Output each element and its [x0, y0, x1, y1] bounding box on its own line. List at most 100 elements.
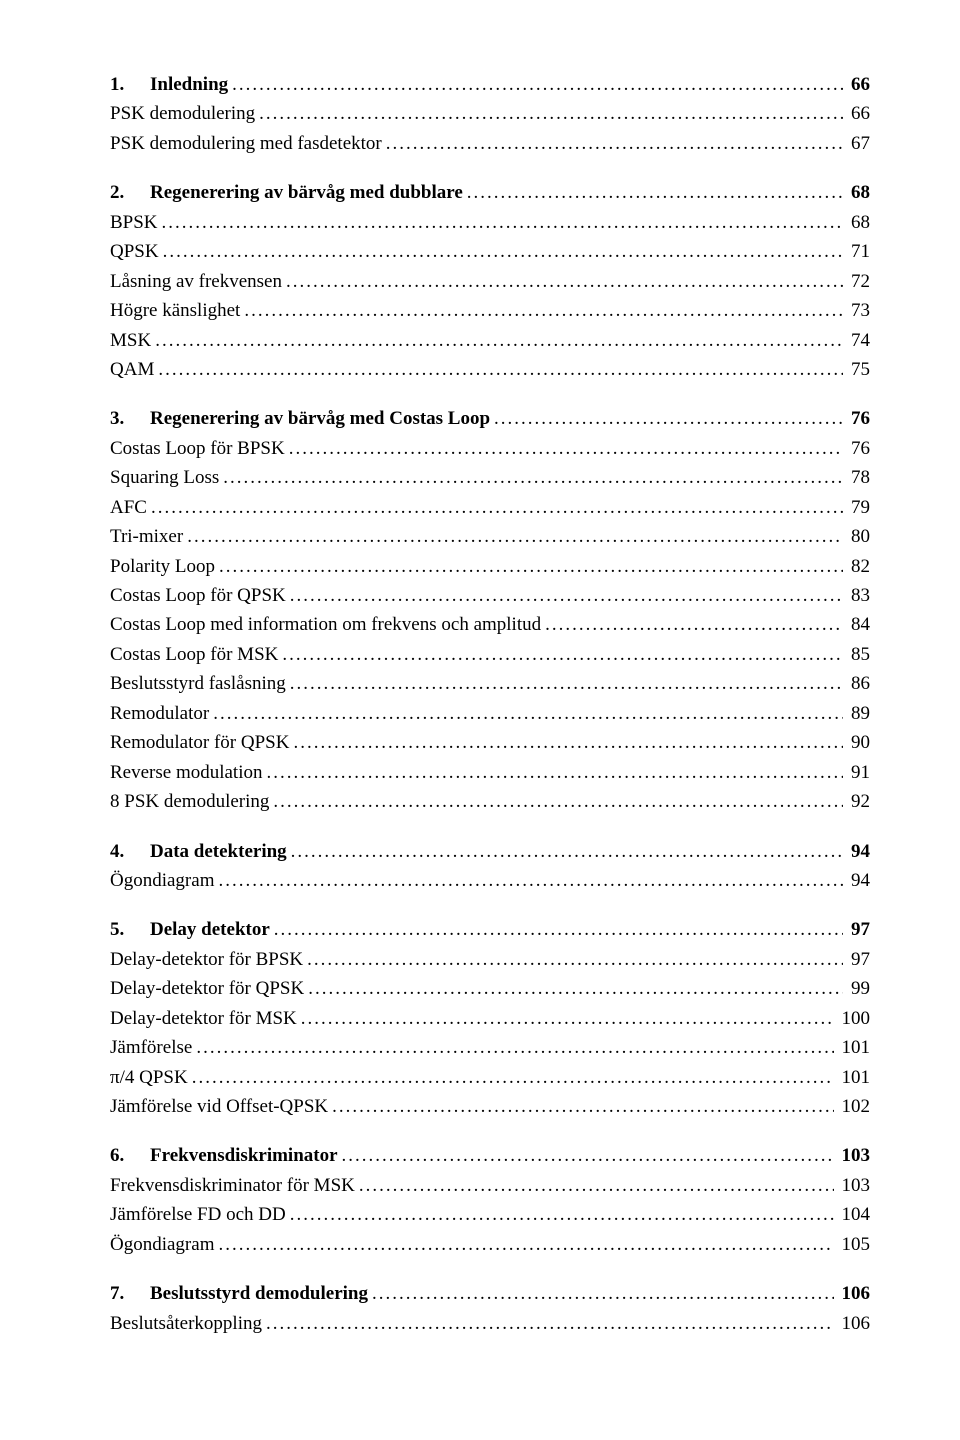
toc-entry-label: Polarity Loop [110, 552, 215, 581]
toc-subentry: Remodulator för QPSK90 [110, 728, 870, 757]
toc-entry-label: Reverse modulation [110, 758, 263, 787]
toc-dot-leader [223, 463, 843, 492]
toc-entry-label: Jämförelse FD och DD [110, 1200, 286, 1229]
toc-entry-label: Låsning av frekvensen [110, 267, 282, 296]
toc-dot-leader [308, 974, 843, 1003]
section-gap [110, 1259, 870, 1279]
toc-entry-page: 103 [838, 1171, 871, 1200]
toc-entry-label: Costas Loop med information om frekvens … [110, 610, 541, 639]
section-gap [110, 158, 870, 178]
toc-entry-page: 66 [847, 70, 870, 99]
toc-entry-label: Ögondiagram [110, 866, 214, 895]
toc-dot-leader [359, 1171, 834, 1200]
toc-heading: 3.Regenerering av bärvåg med Costas Loop… [110, 404, 870, 433]
toc-entry-page: 92 [847, 787, 870, 816]
toc-entry-label: Jämförelse vid Offset-QPSK [110, 1092, 328, 1121]
toc-subentry: Polarity Loop82 [110, 552, 870, 581]
toc-dot-leader [386, 129, 843, 158]
toc-heading: 2.Regenerering av bärvåg med dubblare68 [110, 178, 870, 207]
toc-dot-leader [192, 1063, 834, 1092]
toc-entry-page: 67 [847, 129, 870, 158]
toc-dot-leader [467, 178, 843, 207]
toc-subentry: Tri-mixer80 [110, 522, 870, 551]
toc-entry-label: Ögondiagram [110, 1230, 214, 1259]
toc-subentry: Delay-detektor för MSK100 [110, 1004, 870, 1033]
toc-dot-leader [158, 355, 843, 384]
toc-dot-leader [232, 70, 843, 99]
toc-dot-leader [342, 1141, 834, 1170]
toc-entry-page: 101 [838, 1033, 871, 1062]
toc-entry-page: 106 [838, 1309, 871, 1338]
toc-entry-page: 84 [847, 610, 870, 639]
toc-entry-page: 68 [847, 208, 870, 237]
toc-entry-page: 97 [847, 915, 870, 944]
toc-dot-leader [218, 1230, 833, 1259]
toc-subentry: Reverse modulation91 [110, 758, 870, 787]
section-gap [110, 1121, 870, 1141]
toc-subentry: Frekvensdiskriminator för MSK103 [110, 1171, 870, 1200]
toc-dot-leader [266, 1309, 834, 1338]
toc-entry-label: Tri-mixer [110, 522, 183, 551]
toc-entry-page: 79 [847, 493, 870, 522]
section-gap [110, 384, 870, 404]
toc-entry-number: 4. [110, 837, 150, 866]
toc-dot-leader [286, 267, 843, 296]
toc-dot-leader [267, 758, 844, 787]
toc-entry-label: Remodulator för QPSK [110, 728, 289, 757]
toc-dot-leader [219, 552, 843, 581]
section-gap [110, 817, 870, 837]
toc-entry-page: 83 [847, 581, 870, 610]
toc-subentry: Costas Loop för QPSK 83 [110, 581, 870, 610]
toc-entry-label: Squaring Loss [110, 463, 219, 492]
toc-subentry: QPSK71 [110, 237, 870, 266]
toc-entry-label: MSK [110, 326, 151, 355]
toc-dot-leader [293, 728, 843, 757]
toc-subentry: Delay-detektor för QPSK99 [110, 974, 870, 1003]
toc-entry-page: 99 [847, 974, 870, 1003]
section-gap [110, 895, 870, 915]
toc-subentry: Jämförelse vid Offset-QPSK 102 [110, 1092, 870, 1121]
toc-subentry: AFC79 [110, 493, 870, 522]
toc-entry-label: Beslutsåterkoppling [110, 1309, 262, 1338]
toc-dot-leader [163, 237, 843, 266]
toc-subentry: Squaring Loss78 [110, 463, 870, 492]
toc-subentry: Beslutsåterkoppling 106 [110, 1309, 870, 1338]
toc-entry-page: 66 [847, 99, 870, 128]
toc-subentry: PSK demodulering66 [110, 99, 870, 128]
toc-entry-label: Regenerering av bärvåg med Costas Loop [150, 404, 490, 433]
toc-entry-number: 6. [110, 1141, 150, 1170]
toc-entry-page: 102 [838, 1092, 871, 1121]
toc-entry-label: Frekvensdiskriminator [150, 1141, 338, 1170]
toc-entry-label: Costas Loop för QPSK [110, 581, 286, 610]
toc-dot-leader [155, 326, 843, 355]
toc-subentry: BPSK 68 [110, 208, 870, 237]
toc-entry-page: 73 [847, 296, 870, 325]
toc-entry-label: Högre känslighet [110, 296, 240, 325]
toc-entry-page: 75 [847, 355, 870, 384]
toc-entry-page: 85 [847, 640, 870, 669]
toc-subentry: Låsning av frekvensen72 [110, 267, 870, 296]
toc-entry-label: Costas Loop för BPSK [110, 434, 285, 463]
toc-entry-page: 86 [847, 669, 870, 698]
toc-subentry: π/4 QPSK101 [110, 1063, 870, 1092]
toc-entry-page: 103 [838, 1141, 871, 1170]
toc-entry-label: BPSK [110, 208, 158, 237]
toc-entry-label: Beslutsstyrd faslåsning [110, 669, 286, 698]
toc-subentry: Costas Loop för MSK85 [110, 640, 870, 669]
toc-entry-number: 2. [110, 178, 150, 207]
toc-dot-leader [244, 296, 843, 325]
toc-entry-page: 106 [838, 1279, 871, 1308]
toc-entry-page: 105 [838, 1230, 871, 1259]
toc-dot-leader [162, 208, 843, 237]
toc-dot-leader [289, 434, 843, 463]
toc-heading: 7.Beslutsstyrd demodulering106 [110, 1279, 870, 1308]
table-of-contents: 1.Inledning66PSK demodulering66PSK demod… [110, 70, 870, 1338]
toc-entry-page: 97 [847, 945, 870, 974]
toc-entry-label: Jämförelse [110, 1033, 192, 1062]
toc-subentry: Ögondiagram94 [110, 866, 870, 895]
toc-entry-label: Remodulator [110, 699, 209, 728]
toc-subentry: PSK demodulering med fasdetektor67 [110, 129, 870, 158]
toc-dot-leader [494, 404, 843, 433]
toc-entry-label: Delay detektor [150, 915, 270, 944]
toc-dot-leader [213, 699, 843, 728]
